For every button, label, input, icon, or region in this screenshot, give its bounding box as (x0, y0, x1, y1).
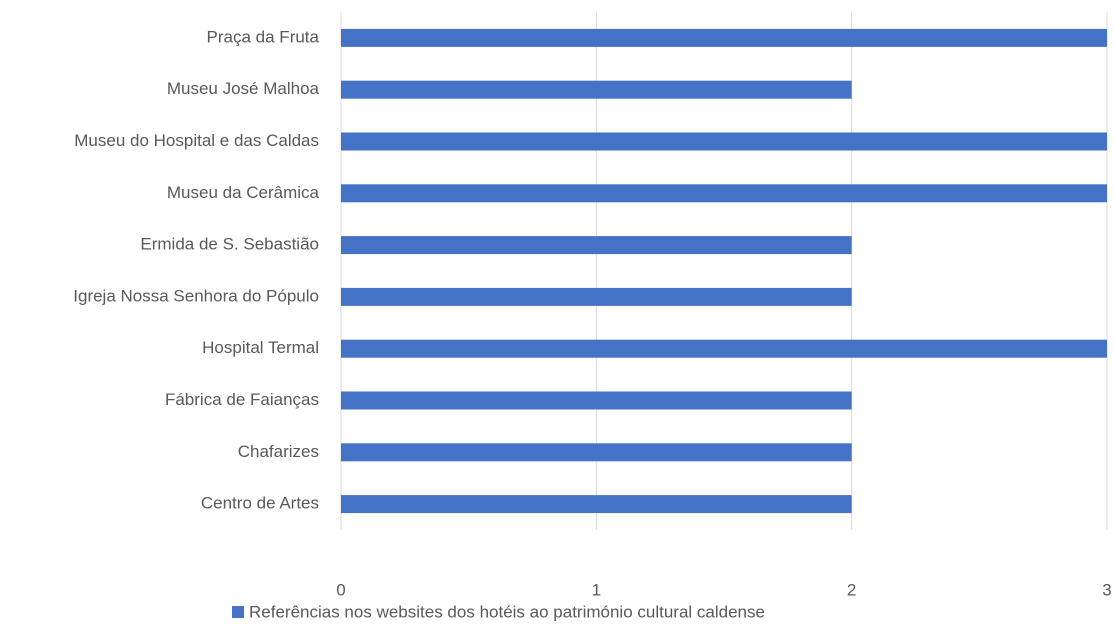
bar (341, 287, 852, 306)
x-tick-label: 1 (592, 580, 601, 599)
x-tick-label: 0 (336, 580, 345, 599)
bar (341, 495, 852, 514)
y-tick-label: Chafarizes (238, 442, 319, 461)
y-tick-label: Ermida de S. Sebastião (140, 235, 319, 254)
legend-swatch (232, 606, 244, 618)
y-tick-label: Centro de Artes (201, 494, 319, 513)
y-tick-label: Museu da Cerâmica (167, 183, 320, 202)
y-tick-label: Museu do Hospital e das Caldas (74, 131, 319, 150)
y-tick-label: Praça da Fruta (207, 27, 320, 46)
bar (341, 28, 1107, 47)
bar (341, 236, 852, 255)
y-tick-label: Museu José Malhoa (167, 79, 320, 98)
x-tick-label: 3 (1102, 580, 1111, 599)
legend-label: Referências nos websites dos hotéis ao p… (249, 602, 765, 621)
bar (341, 184, 1107, 203)
bar (341, 391, 852, 410)
bar (341, 339, 1107, 358)
bar (341, 443, 852, 462)
y-tick-label: Igreja Nossa Senhora do Pópulo (73, 286, 319, 305)
x-tick-label: 2 (847, 580, 856, 599)
y-tick-label: Hospital Termal (202, 338, 319, 357)
bar (341, 80, 852, 99)
y-tick-label: Fábrica de Faianças (165, 390, 319, 409)
bar (341, 132, 1107, 151)
